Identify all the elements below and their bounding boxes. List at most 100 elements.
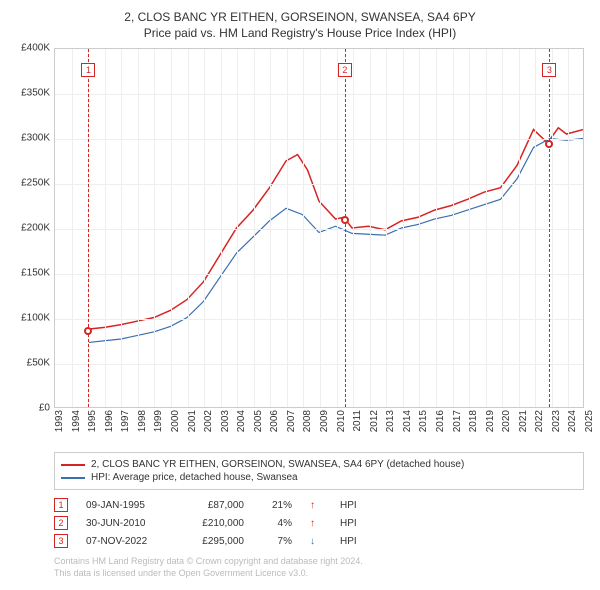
chart-svg: [55, 49, 583, 407]
event-marker-box: 3: [542, 63, 556, 77]
grid-line: [121, 49, 122, 407]
event-row: 307-NOV-2022£295,0007%↓HPI: [54, 534, 584, 548]
grid-line: [138, 49, 139, 407]
grid-line: [55, 364, 583, 365]
x-tick-label: 2024: [567, 410, 578, 432]
chart: £0£50K£100K£150K£200K£250K£300K£350K£400…: [10, 48, 590, 446]
x-tick-label: 2001: [187, 410, 198, 432]
x-tick-label: 2005: [253, 410, 264, 432]
y-tick-label: £250K: [21, 178, 50, 189]
grid-line: [535, 49, 536, 407]
x-tick-label: 2016: [435, 410, 446, 432]
event-row: 1 09-JAN-1995 £87,000 21% ↑ HPI: [54, 498, 584, 512]
event-date: 30-JUN-2010: [86, 518, 166, 529]
grid-line: [105, 49, 106, 407]
grid-line: [568, 49, 569, 407]
grid-line: [270, 49, 271, 407]
arrow-icon: ↑: [310, 500, 322, 511]
grid-line: [55, 274, 583, 275]
x-tick-label: 1993: [54, 410, 65, 432]
x-tick-label: 2017: [452, 410, 463, 432]
y-tick-label: £200K: [21, 223, 50, 234]
event-hpi-label: HPI: [340, 518, 357, 529]
event-row: 230-JUN-2010£210,0004%↑HPI: [54, 516, 584, 530]
y-tick-label: £400K: [21, 43, 50, 54]
plot-area: 123: [54, 48, 584, 408]
x-tick-label: 2002: [203, 410, 214, 432]
grid-line: [519, 49, 520, 407]
x-tick-label: 2023: [551, 410, 562, 432]
x-tick-label: 1999: [153, 410, 164, 432]
x-tick-label: 2019: [485, 410, 496, 432]
grid-line: [386, 49, 387, 407]
event-index-box: 3: [54, 534, 68, 548]
x-tick-label: 1995: [87, 410, 98, 432]
x-tick-label: 2000: [170, 410, 181, 432]
legend-swatch: [61, 464, 85, 466]
x-tick-label: 2015: [418, 410, 429, 432]
event-percent: 21%: [262, 500, 292, 511]
grid-line: [221, 49, 222, 407]
grid-line: [55, 319, 583, 320]
grid-line: [287, 49, 288, 407]
title-line1: 2, CLOS BANC YR EITHEN, GORSEINON, SWANS…: [10, 10, 590, 24]
event-percent: 4%: [262, 518, 292, 529]
event-index-box: 1: [54, 498, 68, 512]
x-tick-label: 2025: [584, 410, 595, 432]
x-tick-label: 2011: [352, 410, 363, 432]
footnote-line2: This data is licensed under the Open Gov…: [54, 568, 590, 580]
x-axis-labels: 1993199419951996199719981999200020012002…: [54, 410, 584, 446]
event-dot: [84, 327, 92, 335]
legend-label: HPI: Average price, detached house, Swan…: [91, 472, 298, 483]
title-line2: Price paid vs. HM Land Registry's House …: [10, 26, 590, 40]
grid-line: [320, 49, 321, 407]
grid-line: [303, 49, 304, 407]
event-line: [88, 49, 89, 407]
x-tick-label: 1996: [104, 410, 115, 432]
grid-line: [502, 49, 503, 407]
x-tick-label: 2007: [286, 410, 297, 432]
x-tick-label: 1994: [71, 410, 82, 432]
event-price: £87,000: [184, 500, 244, 511]
event-line: [549, 49, 550, 407]
grid-line: [237, 49, 238, 407]
event-price: £295,000: [184, 536, 244, 547]
x-tick-label: 2022: [534, 410, 545, 432]
grid-line: [55, 94, 583, 95]
event-date: 09-JAN-1995: [86, 500, 166, 511]
grid-line: [436, 49, 437, 407]
grid-line: [552, 49, 553, 407]
x-tick-label: 2006: [269, 410, 280, 432]
grid-line: [154, 49, 155, 407]
footnote-line1: Contains HM Land Registry data © Crown c…: [54, 556, 590, 568]
grid-line: [419, 49, 420, 407]
y-tick-label: £350K: [21, 88, 50, 99]
y-tick-label: £50K: [27, 358, 50, 369]
grid-line: [55, 229, 583, 230]
x-tick-label: 2009: [319, 410, 330, 432]
x-tick-label: 2021: [518, 410, 529, 432]
grid-line: [188, 49, 189, 407]
x-tick-label: 2003: [220, 410, 231, 432]
grid-line: [204, 49, 205, 407]
event-line: [345, 49, 346, 407]
y-tick-label: £150K: [21, 268, 50, 279]
grid-line: [55, 139, 583, 140]
event-dot: [545, 140, 553, 148]
y-axis-labels: £0£50K£100K£150K£200K£250K£300K£350K£400…: [10, 48, 54, 408]
event-index-box: 2: [54, 516, 68, 530]
grid-line: [403, 49, 404, 407]
grid-line: [353, 49, 354, 407]
grid-line: [254, 49, 255, 407]
event-marker-box: 2: [338, 63, 352, 77]
x-tick-label: 2020: [501, 410, 512, 432]
x-tick-label: 1998: [137, 410, 148, 432]
series-line-hpi: [88, 139, 583, 343]
y-tick-label: £300K: [21, 133, 50, 144]
arrow-icon: ↑: [310, 518, 322, 529]
event-hpi-label: HPI: [340, 500, 357, 511]
events-table: 1 09-JAN-1995 £87,000 21% ↑ HPI 2 30-JUN-2010 £2…: [54, 498, 584, 548]
footnote: Contains HM Land Registry data © Crown c…: [54, 556, 590, 579]
legend: 2, CLOS BANC YR EITHEN, GORSEINON, SWANS…: [54, 452, 584, 490]
event-dot: [341, 216, 349, 224]
